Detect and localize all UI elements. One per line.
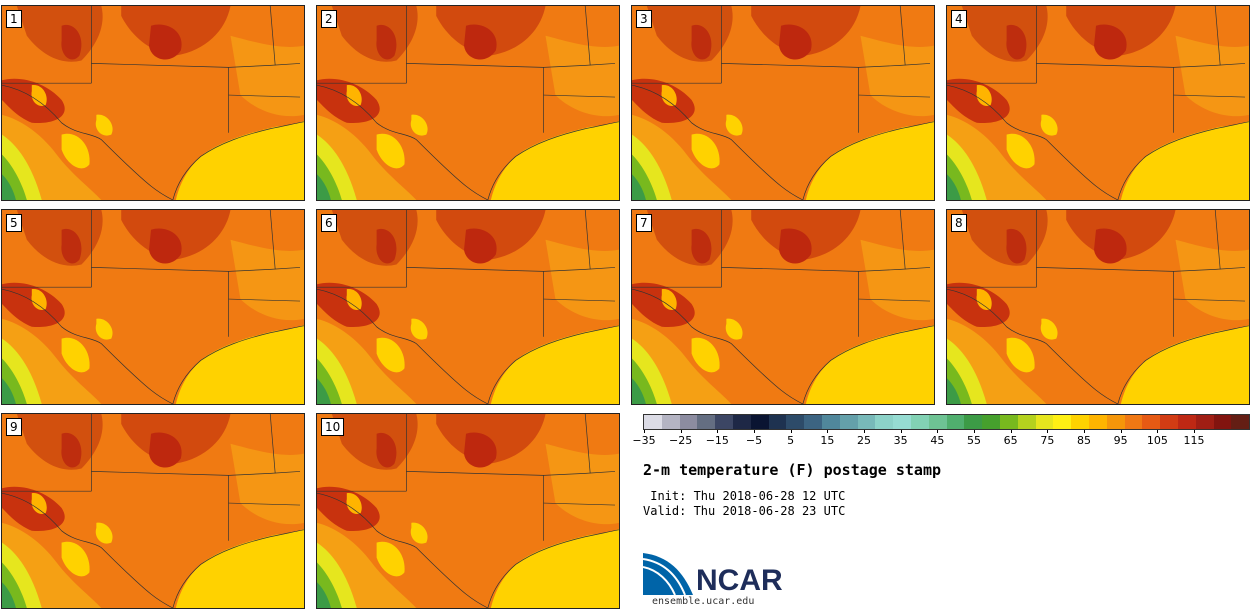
init-time: Init: Thu 2018-06-28 12 UTC [643,489,846,503]
colorbar-tick-label: 85 [1077,434,1091,447]
panel-number: 9 [6,418,22,436]
colorbar-swatch [839,415,858,429]
colorbar-tick-label: 75 [1040,434,1055,447]
colorbar-tick-label: 25 [857,434,871,447]
colorbar-swatch [786,415,805,429]
colorbar-ticks: −35 −25 −15 −5 5 15 25 35 45 55 65 75 85 95 105 115 [632,430,1248,450]
colorbar-swatch [910,415,929,429]
member-panel-8: 8 [946,209,1250,405]
colorbar-tick-mark [680,430,682,433]
colorbar-swatch [679,415,698,429]
colorbar-tick-label: 35 [893,434,908,447]
colorbar-tick-mark [974,430,975,433]
colorbar-tick-mark [644,430,645,433]
member-panel-9: 9 [1,413,305,609]
member-panel-6: 6 [316,209,620,405]
colorbar-tick-mark [900,430,902,433]
colorbar-swatch [1213,415,1232,429]
panel-number: 3 [636,10,652,28]
panel-number: 7 [636,214,652,232]
colorbar-swatch [893,415,911,429]
chart-title: 2-m temperature (F) postage stamp [643,461,942,479]
colorbar-tick-label: −15 [705,434,729,447]
colorbar-tick-label: 5 [787,434,795,447]
ncar-logo: NCAR [643,553,783,595]
colorbar-swatch [857,415,876,429]
member-panel-7: 7 [631,209,935,405]
valid-time: Valid: Thu 2018-06-28 23 UTC [643,504,846,518]
colorbar-swatch [928,415,947,429]
colorbar-tick-mark [1157,430,1159,433]
colorbar-tick-label: 55 [967,434,981,447]
panel-number: 10 [321,418,345,436]
colorbar-tick-label: 45 [930,434,945,447]
colorbar-tick-label: −35 [632,434,656,447]
colorbar-swatch [1106,415,1125,429]
colorbar-swatch [768,415,787,429]
colorbar-tick-label: 65 [1003,434,1018,447]
colorbar-swatch [1053,415,1072,429]
colorbar-tick-label: 15 [820,434,835,447]
panel-number: 6 [321,214,337,232]
member-panel-5: 5 [1,209,305,405]
colorbar-swatch [982,415,1000,429]
site-url: ensemble.ucar.edu [652,596,755,607]
colorbar-swatch [875,415,894,429]
member-panel-2: 2 [316,5,620,201]
colorbar-swatch [1035,415,1054,429]
colorbar-tick-label: 115 [1183,434,1205,447]
colorbar-tick-label: 105 [1146,434,1168,447]
colorbar-tick-mark [717,430,719,433]
colorbar-swatch [661,415,680,429]
panel-number: 4 [951,10,967,28]
colorbar-swatch [1142,415,1161,429]
panel-number: 8 [951,214,967,232]
colorbar-swatch [697,415,716,429]
member-panel-10: 10 [316,413,620,609]
colorbar-swatch [999,415,1018,429]
member-panel-1: 1 [1,5,305,201]
colorbar-swatch [1160,415,1178,429]
panel-number: 1 [6,10,22,28]
colorbar-tick-mark [1084,430,1085,433]
member-panel-3: 3 [631,5,935,201]
colorbar-swatch [821,415,840,429]
member-panel-4: 4 [946,5,1250,201]
colorbar-swatch [1195,415,1214,429]
colorbar-swatch [750,415,769,429]
colorbar-swatch [1231,415,1250,429]
colorbar-tick-mark [1047,430,1049,433]
colorbar-swatch [964,415,983,429]
colorbar-tick-mark [1010,430,1012,433]
colorbar-tick-label: −5 [745,434,763,447]
colorbar-swatch [1017,415,1036,429]
colorbar-swatch [715,415,733,429]
panel-number: 2 [321,10,337,28]
colorbar-swatch [1071,415,1089,429]
colorbar-tick-label: −25 [669,434,693,447]
colorbar-tick-label: 95 [1113,434,1128,447]
logo-text: NCAR [696,564,783,595]
colorbar-tick-mark [864,430,865,433]
temperature-colorbar [643,414,1250,430]
colorbar-tick-mark [754,430,755,433]
colorbar-swatch [1124,415,1143,429]
colorbar-tick-mark [827,430,829,433]
colorbar-tick-mark [1194,430,1195,433]
panel-number: 5 [6,214,22,232]
colorbar-swatch [644,415,662,429]
colorbar-tick-mark [937,430,939,433]
colorbar-swatch [1177,415,1196,429]
colorbar-swatch [1088,415,1107,429]
colorbar-swatch [946,415,965,429]
colorbar-tick-mark [790,430,792,433]
colorbar-swatch [732,415,751,429]
colorbar-tick-mark [1120,430,1122,433]
colorbar-swatch [804,415,822,429]
